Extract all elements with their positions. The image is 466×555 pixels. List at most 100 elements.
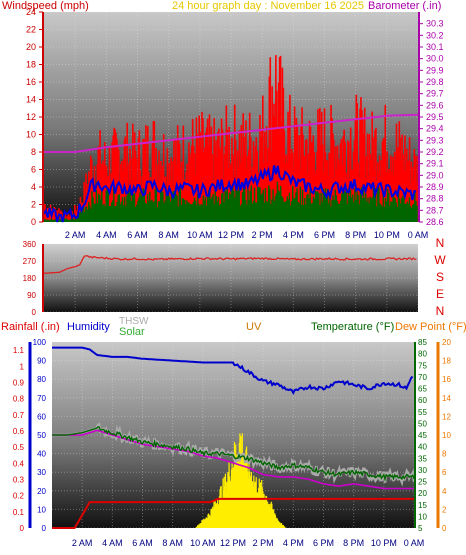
direction-axis: 0 90 180 270 360 <box>23 240 44 317</box>
time-tick-label: 4 PM <box>283 538 304 548</box>
humidity-tick-label: 10 <box>37 505 46 514</box>
rainfall-tick-label: 0.2 <box>13 492 25 501</box>
uv-label: UV <box>246 321 262 333</box>
windspeed-tick-label: 8 <box>31 147 36 157</box>
barometer-tick-label: 29.6 <box>426 100 444 110</box>
time-tick-label: 6 PM <box>314 230 335 240</box>
rainfall-tick-label: 1 <box>20 362 25 371</box>
time-tick-label: 4 PM <box>283 230 304 240</box>
rainfall-tick-label: 1.1 <box>13 346 25 355</box>
humidity-tick-label: 40 <box>37 450 46 459</box>
compass-label: W <box>434 253 446 267</box>
temperature-tick-label: 5 <box>418 524 423 533</box>
temperature-axis: 5 10 15 20 25 30 35 40 45 50 55 60 65 70 75 80 85 <box>414 338 427 533</box>
humidity-axis: 0 10 20 30 40 50 60 70 80 90 100 <box>28 338 47 533</box>
barometer-tick-label: 28.9 <box>426 182 444 192</box>
humidity-tick-label: 20 <box>37 487 46 496</box>
dewpoint-tick-label: 12 <box>442 412 451 421</box>
rainfall-tick-label: 0.6 <box>13 427 25 436</box>
climate-time-axis: 2 AM 4 AM 6 AM 8 AM 10 AM 12 PM 2 PM 4 PM 6 PM 8 … <box>72 538 424 548</box>
dewpoint-label: Dew Point (°F) <box>395 321 466 333</box>
windspeed-tick-label: 2 <box>31 200 36 210</box>
barometer-tick-label: 29.4 <box>426 124 444 134</box>
direction-grid <box>44 243 419 313</box>
humidity-tick-label: 90 <box>37 357 46 366</box>
time-tick-label: 8 PM <box>345 230 366 240</box>
humidity-tick-label: 100 <box>33 338 47 347</box>
time-tick-label: 0 AM <box>404 538 425 548</box>
dewpoint-tick-label: 16 <box>442 375 451 384</box>
time-tick-label: 8 AM <box>158 230 179 240</box>
time-tick-label: 2 PM <box>253 538 274 548</box>
temperature-tick-label: 50 <box>418 419 427 428</box>
humidity-label: Humidity <box>67 321 110 333</box>
humidity-line <box>52 346 414 395</box>
time-tick-label: 10 AM <box>187 230 213 240</box>
barometer-tick-label: 29.8 <box>426 77 444 87</box>
graph-title: 24 hour graph day : November 16 2025 <box>172 0 364 12</box>
direction-line <box>43 254 417 274</box>
solar-label: Solar <box>119 326 145 338</box>
temperature-tick-label: 65 <box>418 385 427 394</box>
windspeed-label: Windspeed (mph) <box>2 0 89 12</box>
dewpoint-tick-label: 8 <box>442 450 447 459</box>
windspeed-tick-label: 16 <box>26 77 36 87</box>
temperature-tick-label: 30 <box>418 466 427 475</box>
rainfall-tick-label: 0.1 <box>13 508 25 517</box>
barometer-tick-label: 29.0 <box>426 170 444 180</box>
dewpoint-axis: 0 2 4 6 8 10 12 14 16 18 20 <box>436 338 451 533</box>
windspeed-tick-label: 24 <box>26 7 36 17</box>
wind-time-axis: 2 AM 4 AM 6 AM 8 AM 10 AM 12 PM 2 PM 4 PM 6 PM 8 … <box>65 230 428 240</box>
dewpoint-tick-label: 10 <box>442 431 451 440</box>
temperature-tick-label: 85 <box>418 338 427 347</box>
rainfall-tick-label: 0.8 <box>13 395 25 404</box>
temperature-tick-label: 10 <box>418 512 427 521</box>
direction-tick-label: 90 <box>27 291 36 300</box>
rainfall-tick-label: 0.3 <box>13 475 25 484</box>
temperature-tick-label: 55 <box>418 408 427 417</box>
thsw-line <box>52 422 416 487</box>
time-tick-label: 4 AM <box>102 538 123 548</box>
temperature-tick-label: 60 <box>418 396 427 405</box>
humidity-tick-label: 70 <box>37 394 46 403</box>
rainfall-line <box>52 497 414 529</box>
rainfall-tick-label: 0.4 <box>13 459 25 468</box>
barometer-tick-label: 30.2 <box>426 30 444 40</box>
dewpoint-tick-label: 14 <box>442 394 451 403</box>
windspeed-tick-label: 4 <box>31 182 36 192</box>
humidity-tick-label: 0 <box>42 524 47 533</box>
time-tick-label: 4 AM <box>96 230 117 240</box>
rainfall-axis: 0 0.1 0.2 0.3 0.4 0.5 0.6 0.7 0.8 0.9 1 1.1 <box>13 346 25 533</box>
rainfall-tick-label: 0.9 <box>13 378 25 387</box>
time-tick-label: 2 AM <box>65 230 86 240</box>
windspeed-tick-label: 0 <box>31 217 36 227</box>
barometer-tick-label: 29.7 <box>426 89 444 99</box>
thsw-label: THSW <box>119 316 149 327</box>
compass-label: N <box>436 304 445 318</box>
rainfall-label: Rainfall (.in) <box>1 321 60 333</box>
humidity-tick-label: 80 <box>37 375 46 384</box>
temperature-tick-label: 15 <box>418 501 427 510</box>
barometer-tick-label: 28.7 <box>426 205 444 215</box>
time-tick-label: 8 AM <box>162 538 183 548</box>
barometer-tick-label: 28.8 <box>426 194 444 204</box>
wind-series <box>43 55 419 223</box>
time-tick-label: 8 PM <box>343 538 364 548</box>
dewpoint-tick-label: 18 <box>442 357 451 366</box>
dewpoint-tick-label: 0 <box>442 524 447 533</box>
temperature-tick-label: 25 <box>418 478 427 487</box>
windspeed-tick-label: 10 <box>26 130 36 140</box>
dewpoint-tick-label: 2 <box>442 505 447 514</box>
temperature-tick-label: 20 <box>418 489 427 498</box>
time-tick-label: 2 AM <box>72 538 93 548</box>
barometer-label: Barometer (.in) <box>368 0 441 12</box>
barometer-tick-label: 30.3 <box>426 19 444 29</box>
time-tick-label: 0 AM <box>408 230 429 240</box>
humidity-tick-label: 60 <box>37 412 46 421</box>
barometer-tick-label: 29.9 <box>426 65 444 75</box>
temperature-tick-label: 70 <box>418 373 427 382</box>
